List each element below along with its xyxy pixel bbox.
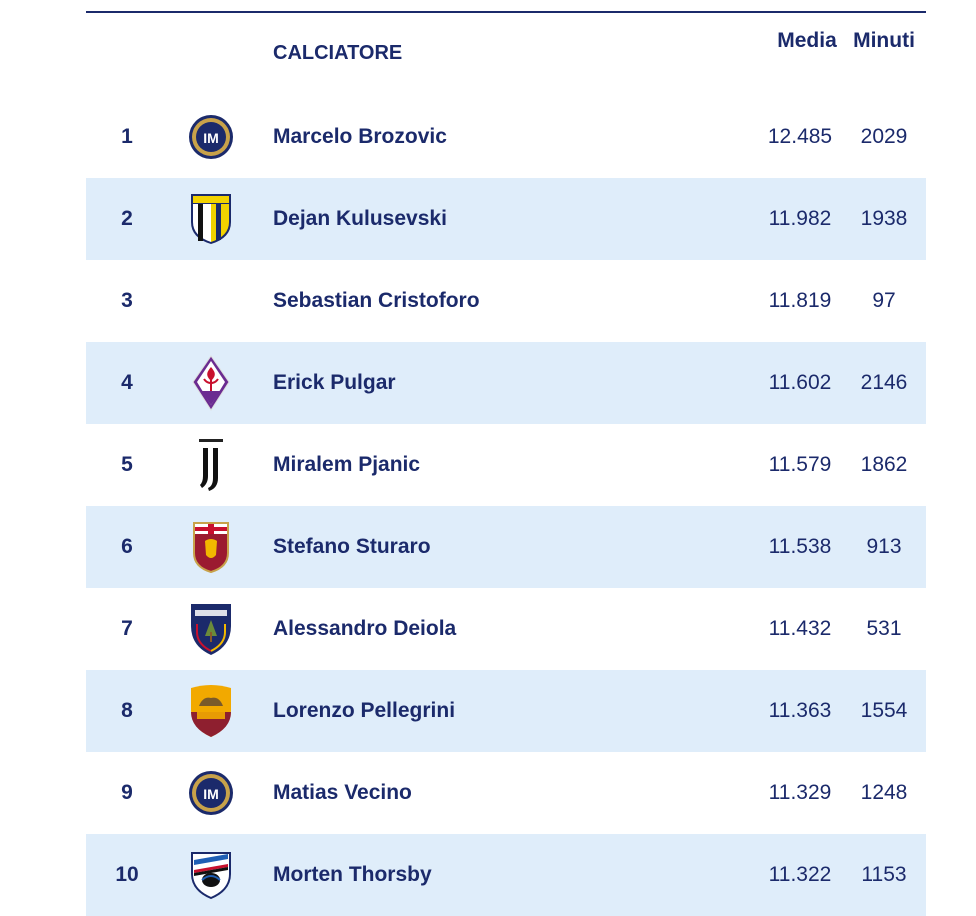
media-cell: 11.329 <box>768 781 832 804</box>
media-cell: 11.982 <box>768 207 832 230</box>
media-cell: 11.538 <box>768 535 832 558</box>
roma-crest-icon <box>186 685 236 737</box>
table-row: 6 Stefano Sturaro 11.538 913 <box>86 506 926 588</box>
sampdoria-crest-icon <box>186 851 236 900</box>
minutes-cell: 1862 <box>860 453 908 476</box>
table-row: 2 Dejan Kulusevski 11.982 1938 <box>86 178 926 260</box>
table-row: 8 Lorenzo Pellegrini 11.363 1554 <box>86 670 926 752</box>
lecce-crest-icon <box>186 604 236 655</box>
player-name: Morten Thorsby <box>273 863 432 886</box>
table-row: 5 Miralem Pjanic 11.579 1862 <box>86 424 926 506</box>
table-row: 10 Morten Thorsby 11.322 1153 <box>86 834 926 916</box>
column-header-player: CALCIATORE <box>273 42 403 64</box>
fiorentina-crest-icon <box>186 355 236 411</box>
player-name: Erick Pulgar <box>273 371 396 394</box>
rank-cell: 8 <box>121 699 133 722</box>
parma-crest-icon <box>186 194 236 244</box>
inter-crest-icon: IM <box>186 769 236 817</box>
rank-cell: 6 <box>121 535 133 558</box>
player-name: Sebastian Cristoforo <box>273 289 480 312</box>
rank-cell: 4 <box>121 371 133 394</box>
minutes-cell: 913 <box>866 535 902 558</box>
player-name: Miralem Pjanic <box>273 453 421 476</box>
table-row: 4 Erick Pulgar 11.602 2146 <box>86 342 926 424</box>
rank-cell: 5 <box>121 453 133 476</box>
svg-text:IM: IM <box>203 130 219 146</box>
rank-cell: 10 <box>115 863 139 886</box>
rank-cell: 2 <box>121 207 133 230</box>
minutes-cell: 531 <box>866 617 902 640</box>
juventus-crest-icon <box>186 439 236 491</box>
player-name: Stefano Sturaro <box>273 535 431 558</box>
player-name: Lorenzo Pellegrini <box>273 699 456 722</box>
minutes-cell: 1153 <box>861 863 907 886</box>
media-cell: 11.579 <box>768 453 832 476</box>
minutes-cell: 1938 <box>860 207 908 230</box>
minutes-cell: 2029 <box>860 125 908 148</box>
media-cell: 11.322 <box>768 863 832 886</box>
column-header-minutes: Minuti <box>853 29 915 52</box>
minutes-cell: 2146 <box>860 371 908 394</box>
table-row: 7 Alessandro Deiola 11.432 531 <box>86 588 926 670</box>
genoa-crest-icon <box>186 522 236 573</box>
rank-cell: 7 <box>121 617 133 640</box>
table-row: 3 Sebastian Cristoforo 11.819 97 <box>86 260 926 342</box>
minutes-cell: 1554 <box>860 699 908 722</box>
player-name: Alessandro Deiola <box>273 617 457 640</box>
rank-cell: 1 <box>121 125 133 148</box>
rank-cell: 9 <box>121 781 133 804</box>
media-cell: 11.363 <box>768 699 832 722</box>
media-cell: 11.819 <box>768 289 832 312</box>
minutes-cell: 1248 <box>860 781 908 804</box>
player-name: Matias Vecino <box>273 781 412 804</box>
media-cell: 11.432 <box>768 617 832 640</box>
table-row: 1 IM Marcelo Brozovic 12.485 2029 <box>86 96 926 178</box>
media-cell: 11.602 <box>768 371 832 394</box>
column-header-media: Media <box>777 29 837 52</box>
svg-text:IM: IM <box>203 786 219 802</box>
header-rule <box>86 11 926 13</box>
inter-crest-icon: IM <box>186 113 236 161</box>
rank-cell: 3 <box>121 289 133 312</box>
player-name: Dejan Kulusevski <box>273 207 447 230</box>
table-row: 9 IM Matias Vecino 11.329 1248 <box>86 752 926 834</box>
minutes-cell: 97 <box>872 289 896 312</box>
media-cell: 12.485 <box>767 125 833 148</box>
player-name: Marcelo Brozovic <box>273 125 447 148</box>
ranking-table: 1 IM Marcelo Brozovic 12.485 2029 2 <box>86 96 926 916</box>
